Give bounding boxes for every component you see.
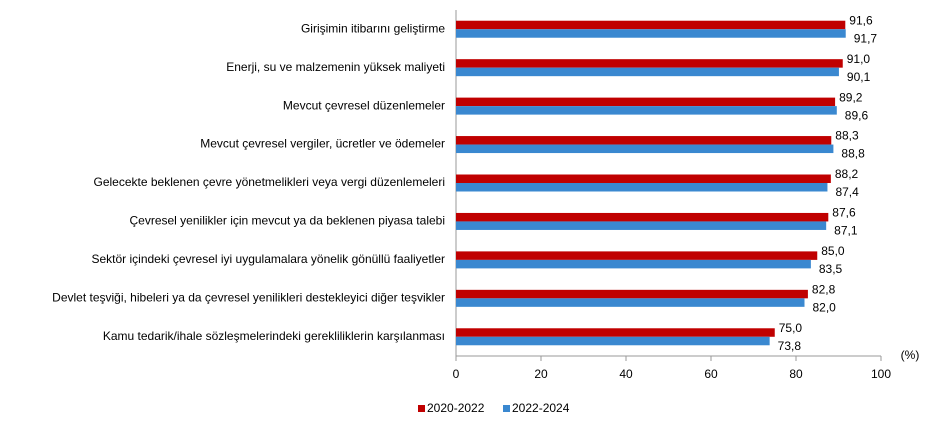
value-label: 85,0 — [821, 244, 845, 258]
x-tick-label: 100 — [871, 367, 891, 381]
bar — [456, 144, 834, 154]
bar — [456, 136, 832, 145]
x-tick-label: 0 — [453, 367, 460, 381]
value-label: 91,7 — [854, 31, 878, 45]
value-label: 75,0 — [779, 321, 803, 335]
category-label: Kamu tedarik/ihale sözleşmelerindeki ger… — [103, 329, 445, 343]
x-tick-label: 20 — [534, 367, 548, 381]
value-label: 90,1 — [847, 70, 871, 84]
value-label: 89,6 — [845, 108, 869, 122]
bar — [456, 183, 828, 192]
value-label: 88,2 — [835, 167, 859, 181]
category-label: Mevcut çevresel vergiler, ücretler ve öd… — [200, 137, 445, 151]
category-label: Girişimin itibarını geliştirme — [301, 21, 445, 35]
value-label: 87,1 — [834, 224, 858, 238]
bar — [456, 97, 836, 107]
value-label: 82,0 — [813, 301, 837, 315]
x-tick-label: 80 — [789, 367, 803, 381]
value-label: 88,8 — [841, 147, 865, 161]
bar — [456, 221, 827, 230]
value-label: 91,0 — [847, 52, 871, 66]
category-label: Devlet teşviği, hibeleri ya da çevresel … — [52, 291, 445, 305]
category-label: Enerji, su ve malzemenin yüksek maliyeti — [226, 60, 445, 74]
value-label: 87,4 — [835, 185, 859, 199]
value-label: 89,2 — [839, 90, 863, 104]
category-label: Gelecekte beklenen çevre yönetmelikleri … — [93, 175, 445, 189]
x-tick-label: 40 — [619, 367, 633, 381]
bar — [456, 259, 811, 269]
x-unit: (%) — [901, 348, 920, 362]
bar — [456, 298, 805, 307]
bar — [456, 251, 818, 260]
category-label: Çevresel yenilikler için mevcut ya da be… — [130, 214, 446, 228]
value-label: 87,6 — [832, 206, 856, 220]
value-label: 73,8 — [778, 339, 802, 353]
category-label: Sektör içindeki çevresel iyi uygulamalar… — [91, 252, 445, 266]
x-tick-label: 60 — [704, 367, 718, 381]
bar — [456, 20, 846, 30]
bar — [456, 336, 770, 346]
bar — [456, 289, 808, 299]
legend-label: 2022-2024 — [512, 401, 570, 415]
legend-swatch — [503, 405, 510, 412]
value-label: 83,5 — [819, 262, 843, 276]
legend-swatch — [418, 405, 425, 412]
bar — [456, 328, 775, 337]
bar — [456, 174, 831, 183]
bar — [456, 29, 846, 38]
value-label: 82,8 — [812, 283, 836, 297]
bar — [456, 59, 843, 68]
bar — [456, 212, 829, 222]
category-label: Mevcut çevresel düzenlemeler — [283, 98, 445, 112]
value-label: 88,3 — [835, 129, 859, 143]
bar — [456, 106, 837, 115]
bar — [456, 67, 839, 77]
legend-label: 2020-2022 — [427, 401, 485, 415]
value-label: 91,6 — [849, 13, 873, 27]
